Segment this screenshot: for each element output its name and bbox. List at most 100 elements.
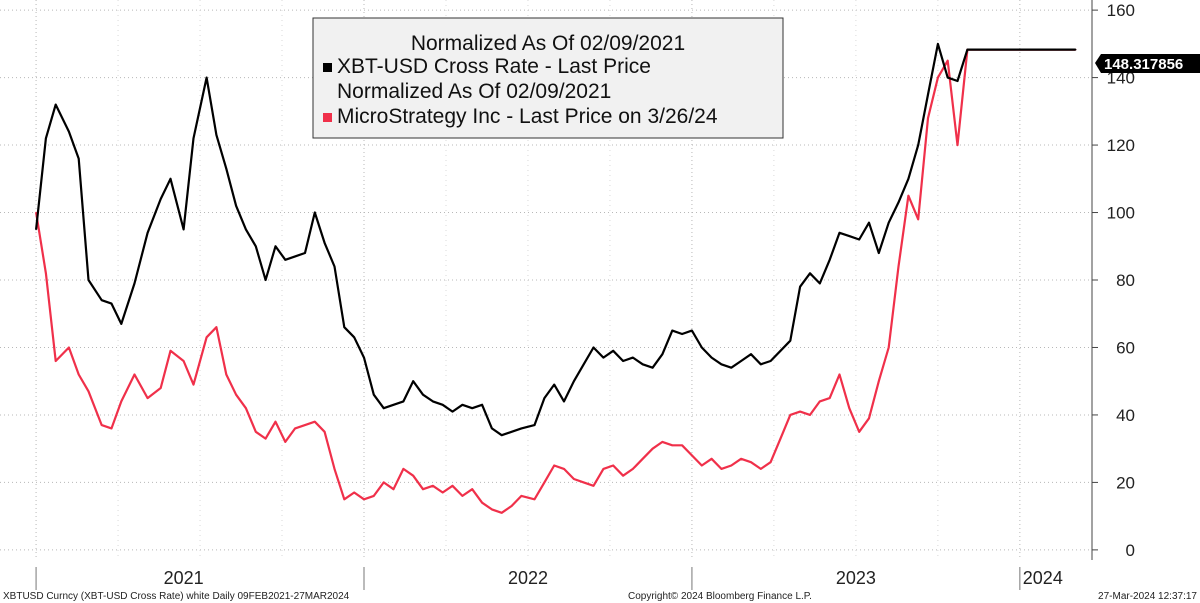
mstr-point xyxy=(133,373,136,376)
xbt-point xyxy=(182,228,185,231)
mstr-point xyxy=(471,488,474,490)
footer-center: Copyright© 2024 Bloomberg Finance L.P. xyxy=(628,591,812,602)
mstr-point xyxy=(392,488,395,490)
mstr-point xyxy=(622,474,624,477)
xbt-point xyxy=(333,265,336,268)
mstr-point xyxy=(632,468,634,470)
xbt-point xyxy=(622,360,624,362)
y-tick-label: 20 xyxy=(1116,473,1135,492)
xbt-point xyxy=(45,137,47,140)
xbt-point xyxy=(543,397,546,399)
mstr-point xyxy=(582,481,585,484)
xbt-point xyxy=(510,431,513,433)
mstr-point xyxy=(274,420,277,423)
xbt-point xyxy=(681,333,683,335)
mstr-point xyxy=(363,498,365,501)
xbt-point xyxy=(451,410,454,413)
xbt-point xyxy=(382,407,385,409)
xbt-point xyxy=(402,400,405,403)
mstr-point xyxy=(254,431,257,433)
mstr-point xyxy=(382,481,385,484)
xbt-point xyxy=(799,285,801,288)
mstr-point xyxy=(956,144,959,146)
mstr-point xyxy=(937,76,939,79)
xbt-point xyxy=(1045,48,1047,51)
mstr-point xyxy=(333,468,336,470)
mstr-point xyxy=(759,468,762,470)
mstr-point xyxy=(373,495,375,497)
xbt-point xyxy=(225,167,228,170)
mstr-point xyxy=(681,444,683,447)
mstr-point xyxy=(543,481,546,484)
y-tick-label: 60 xyxy=(1116,338,1135,357)
xbt-point xyxy=(592,346,595,349)
xbt-point xyxy=(294,255,296,258)
xbt-point xyxy=(573,380,575,383)
xbt-point xyxy=(54,103,57,106)
mstr-point xyxy=(868,417,870,420)
xbt-point xyxy=(563,400,565,403)
mstr-point xyxy=(45,272,47,275)
mstr-point xyxy=(402,468,405,470)
xbt-point xyxy=(441,404,444,406)
mstr-point xyxy=(159,387,162,389)
xbt-point xyxy=(120,323,123,325)
y-tick-label: 40 xyxy=(1116,406,1135,425)
last-value-callout: 148.317856 xyxy=(1095,54,1200,73)
xbt-point xyxy=(848,235,851,237)
xbt-point xyxy=(500,434,503,436)
mstr-point xyxy=(432,484,434,487)
xbt-point xyxy=(133,282,136,285)
xbt-point xyxy=(730,366,733,369)
xbt-point xyxy=(1064,48,1067,51)
mstr-point xyxy=(520,495,523,497)
mstr-point xyxy=(146,397,149,399)
xbt-point xyxy=(710,356,713,359)
xbt-point xyxy=(641,363,644,366)
mstr-point xyxy=(120,400,123,403)
xbt-point xyxy=(740,360,742,362)
xbt-point xyxy=(205,76,208,79)
x-year-label: 2024 xyxy=(1023,568,1063,588)
legend-label-xbt-line1: XBT-USD Cross Rate - Last Price xyxy=(337,55,651,78)
series-line-xbt xyxy=(35,42,1076,437)
xbt-point xyxy=(789,339,792,342)
xbt-point xyxy=(868,221,870,224)
mstr-point xyxy=(887,346,890,349)
xbt-point xyxy=(828,258,831,261)
xbt-point xyxy=(392,404,395,406)
mstr-point xyxy=(592,484,595,487)
xbt-point xyxy=(77,157,80,160)
xbt-point xyxy=(1035,48,1038,51)
mstr-point xyxy=(907,194,910,197)
xbt-point xyxy=(838,231,841,234)
mstr-point xyxy=(661,441,664,443)
xbt-point xyxy=(700,346,703,349)
mstr-point xyxy=(691,454,693,457)
xbt-point xyxy=(481,404,483,406)
mstr-point xyxy=(573,478,575,480)
mstr-point xyxy=(343,498,346,501)
y-tick-label: 100 xyxy=(1107,204,1135,223)
xbt-point xyxy=(87,279,90,281)
mstr-point xyxy=(264,437,267,440)
mstr-point xyxy=(68,346,70,349)
xbt-point xyxy=(1025,48,1028,51)
year-separators xyxy=(35,567,1021,590)
x-year-label: 2022 xyxy=(508,568,548,588)
mstr-point xyxy=(304,424,306,426)
mstr-point xyxy=(838,373,841,376)
xbt-point xyxy=(1005,48,1008,51)
xbt-point xyxy=(917,144,919,146)
x-axis: 2021 2022 2023 2024 xyxy=(0,565,1092,588)
mstr-point xyxy=(848,407,851,409)
mstr-point xyxy=(235,393,237,396)
mstr-point xyxy=(799,410,801,413)
mstr-point xyxy=(294,427,296,430)
xbt-point xyxy=(582,363,585,366)
mstr-point xyxy=(100,424,103,426)
mstr-point xyxy=(710,457,713,460)
xbt-point xyxy=(100,299,103,302)
xbt-point xyxy=(907,177,910,180)
mstr-point xyxy=(422,488,424,490)
